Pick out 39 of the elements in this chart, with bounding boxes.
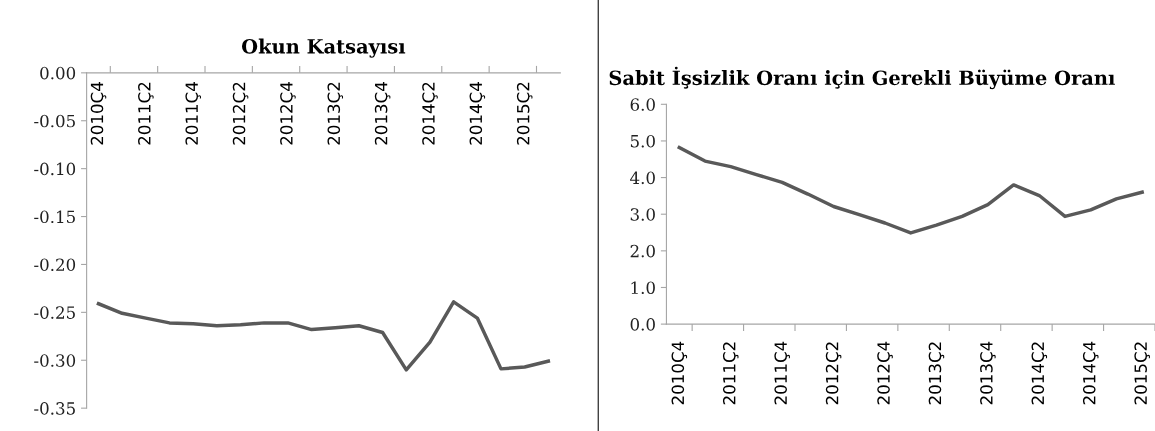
x-tick-label: 2011Ç4 xyxy=(185,82,201,145)
y-tick-label: 0.0 xyxy=(630,318,655,331)
x-tick-label: 2012Ç4 xyxy=(877,341,893,405)
x-tick-label: 2010Ç4 xyxy=(90,82,107,145)
line-series xyxy=(96,300,551,372)
x-tick-label: 2013Ç4 xyxy=(374,82,391,145)
line-series xyxy=(677,145,1144,235)
x-tick-label: 2014Ç2 xyxy=(422,82,438,145)
x-tick-label: 2013Ç2 xyxy=(928,342,945,405)
y-tick-label: -0.30 xyxy=(34,354,76,367)
x-tick-label: 2011Ç4 xyxy=(774,341,790,405)
x-tick-label: 2014Ç4 xyxy=(1082,341,1099,405)
x-tick-label: 2012Ç4 xyxy=(280,82,296,145)
chart-title: Okun Katsayısı xyxy=(241,38,406,58)
x-tick-label: 2010Ç4 xyxy=(671,341,688,405)
y-tick-label: -0.35 xyxy=(34,402,75,415)
y-tick-label: 1.0 xyxy=(631,281,655,295)
y-tick-label: -0.05 xyxy=(34,114,75,128)
x-tick-label: 2011Ç2 xyxy=(722,342,739,405)
x-tick-label: 2015Ç2 xyxy=(1134,342,1150,405)
y-tick-label: 2.0 xyxy=(630,244,655,258)
y-tick-label: 4.0 xyxy=(630,171,655,185)
x-tick-label: 2011Ç2 xyxy=(138,82,154,145)
x-tick-label: 2012Ç2 xyxy=(232,82,249,145)
x-tick-label: 2014Ç4 xyxy=(469,82,486,145)
x-tick-label: 2015Ç2 xyxy=(516,82,533,145)
y-tick-label: 0.00 xyxy=(40,66,76,80)
y-tick-label: -0.20 xyxy=(34,258,76,272)
y-tick-label: -0.15 xyxy=(34,210,75,224)
y-tick-label: 6.0 xyxy=(630,98,655,111)
x-tick-label: 2012Ç2 xyxy=(825,342,842,405)
x-tick-label: 2014Ç2 xyxy=(1031,342,1048,405)
x-tick-label: 2013Ç4 xyxy=(980,341,996,405)
chart-title: Sabit İşsizlik Oranı için Gerekli Büyüme Oranı xyxy=(609,66,1115,90)
y-tick-label: 3.0 xyxy=(630,208,655,221)
y-tick-label: -0.25 xyxy=(34,306,75,319)
x-tick-label: 2013Ç2 xyxy=(327,82,344,145)
y-tick-label: 5.0 xyxy=(630,134,655,148)
y-tick-label: -0.10 xyxy=(34,162,76,176)
